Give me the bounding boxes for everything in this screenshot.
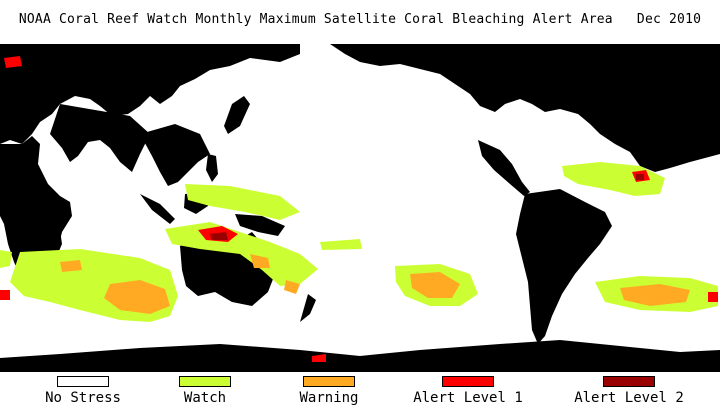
land-north-eurasia xyxy=(0,44,300,144)
legend-label-no-stress: No Stress xyxy=(45,390,121,406)
land-philippines xyxy=(206,154,218,182)
map-title: NOAA Coral Reef Watch Monthly Maximum Sa… xyxy=(18,12,702,27)
legend-swatch-no-stress xyxy=(57,376,109,387)
legend-label-warning: Warning xyxy=(299,390,359,406)
bleaching-alert-map xyxy=(0,44,720,372)
legend-swatch-alert-level-1 xyxy=(442,376,494,387)
land-north-america xyxy=(330,44,720,172)
land-central-america xyxy=(478,140,530,196)
legend-label-alert-level-1: Alert Level 1 xyxy=(413,390,523,406)
land-south-america xyxy=(516,189,612,344)
alert-level-2-areas xyxy=(210,174,644,240)
land-sumatra xyxy=(140,194,175,224)
legend-swatch-watch xyxy=(179,376,231,387)
legend-label-alert-level-2: Alert Level 2 xyxy=(574,390,684,406)
land-new-guinea xyxy=(235,214,285,236)
land-south-asia xyxy=(50,104,150,172)
legend-label-watch: Watch xyxy=(183,390,227,406)
legend-swatch-warning xyxy=(303,376,355,387)
warning-areas xyxy=(60,254,690,314)
legend-swatch-alert-level-2 xyxy=(603,376,655,387)
land-indochina xyxy=(140,124,210,186)
land-antarctica xyxy=(0,340,720,372)
land-japan xyxy=(224,96,250,134)
land-new-zealand xyxy=(300,294,316,322)
